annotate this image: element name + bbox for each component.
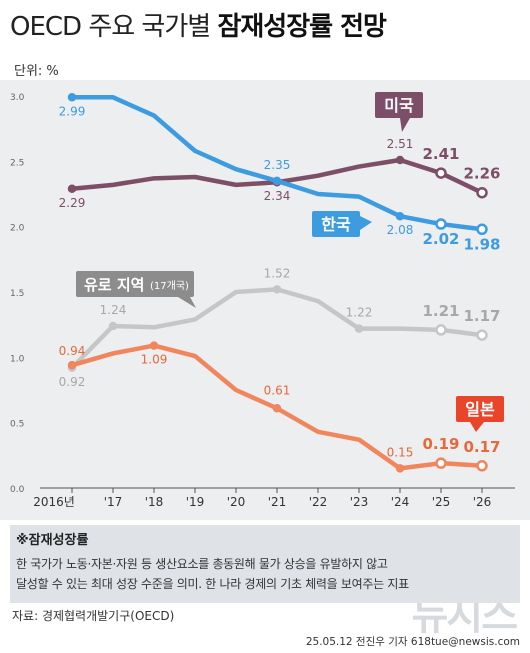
data-point (476, 460, 488, 472)
legend-us-label: 미국 (384, 96, 414, 115)
data-label: 0.17 (463, 438, 500, 456)
data-point (272, 404, 282, 413)
data-label: 2.34 (264, 189, 291, 203)
chart-area: 0.0 0.5 1.0 1.5 2.0 2.5 3.0 2016년 '17 '18 '19 '20 '2… (0, 80, 530, 520)
credit-text: 25.05.12 전진우 기자 618tue@newsis.com (305, 636, 520, 648)
x-tick-label: '24 (391, 495, 410, 509)
data-point (476, 186, 488, 199)
data-point (272, 285, 282, 294)
data-point (435, 457, 447, 469)
data-point (435, 324, 447, 336)
legend-korea-label: 한국 (321, 215, 351, 234)
y-tick-label: 0.5 (10, 420, 24, 430)
y-tick-label: 2.5 (10, 158, 24, 168)
y-tick-label: 0.0 (10, 485, 25, 495)
title-bold: 잠재성장률 전망 (217, 12, 386, 42)
data-label: 0.94 (59, 344, 86, 358)
line-chart: 0.0 0.5 1.0 1.5 2.0 2.5 3.0 2016년 '17 '18 '19 '20 '2… (10, 92, 515, 509)
data-label: 1.22 (346, 306, 373, 320)
y-tick-label: 2.0 (10, 224, 25, 234)
data-point (435, 167, 447, 179)
data-label: 2.08 (387, 223, 414, 237)
data-point (395, 211, 405, 221)
data-label: 2.26 (463, 165, 500, 183)
x-tick-label: 2016년 (33, 495, 75, 509)
data-label: 0.61 (264, 383, 291, 397)
y-tick-label: 3.0 (10, 93, 25, 103)
legend-korea-tail (360, 216, 372, 230)
legend-us-box (375, 92, 423, 118)
x-tick-label: '20 (227, 495, 246, 509)
x-tick-label: '17 (104, 495, 123, 509)
data-label: 2.35 (264, 158, 291, 172)
legend-japan-tail (470, 422, 484, 432)
legend-euro-label: 유로 지역 (84, 276, 144, 294)
data-point (67, 184, 77, 194)
data-point (395, 155, 405, 165)
data-label: 1.17 (463, 307, 500, 325)
chart-title: OECD 주요 국가별 잠재성장률 전망 (10, 6, 387, 43)
x-tick-label: '23 (350, 495, 369, 509)
data-point (476, 329, 488, 341)
legend-euro-tail (178, 297, 196, 308)
x-tick-label: '18 (145, 495, 164, 509)
y-tick-label: 1.0 (10, 354, 25, 364)
data-point (149, 341, 159, 350)
data-label: 0.19 (422, 435, 459, 453)
data-label: 2.41 (422, 145, 459, 163)
note-line-1: 한 국가가 노동·자본·자원 등 생산요소를 총동원해 물가 상승을 유발하지 … (16, 557, 388, 571)
note-line-2: 달성할 수 있는 최대 성장 수준을 의미. 한 나라 경제의 기초 체력을 보… (16, 577, 409, 591)
data-label: 1.52 (264, 266, 291, 280)
data-point (435, 218, 447, 230)
data-label: 1.21 (422, 302, 459, 320)
data-label: 0.92 (59, 375, 86, 389)
data-label: 1.09 (141, 353, 168, 367)
x-tick-label: '21 (268, 495, 287, 509)
y-tick-label: 1.5 (10, 289, 24, 299)
legend-japan-label: 일본 (465, 400, 495, 419)
definition-note: ※잠재성장률 한 국가가 노동·자본·자원 등 생산요소를 총동원해 물가 상승… (10, 525, 520, 603)
unit-label: 단위: % (14, 64, 59, 79)
series-line-2 (69, 287, 485, 371)
title-light: OECD 주요 국가별 (10, 12, 211, 42)
x-tick-label: '26 (473, 495, 492, 509)
source-text: 자료: 경제협력개발기구(OECD) (12, 609, 175, 623)
legend-euro-note: (17개국) (150, 280, 189, 292)
legend-korea-box (312, 211, 360, 237)
data-label: 2.29 (59, 196, 86, 210)
data-point (476, 223, 488, 236)
x-tick-label: '19 (186, 495, 205, 509)
legend-japan-box (456, 396, 504, 422)
data-label: 1.24 (100, 303, 127, 317)
data-point (395, 464, 405, 473)
data-point (272, 176, 282, 186)
x-tick-label: '22 (309, 495, 328, 509)
data-label: 2.02 (422, 230, 459, 248)
data-point (108, 321, 118, 331)
data-point (67, 93, 77, 102)
data-label: 2.51 (387, 137, 414, 151)
data-label: 0.15 (387, 445, 414, 459)
data-label: 1.98 (463, 235, 500, 253)
chart-background (0, 80, 530, 520)
legend-us-tail (400, 118, 410, 132)
note-title: ※잠재성장률 (16, 533, 89, 548)
legend-euro-box (76, 271, 194, 297)
data-label: 2.99 (59, 104, 86, 118)
x-tick-label: '25 (432, 495, 451, 509)
data-point (354, 324, 364, 333)
data-point (67, 360, 77, 370)
